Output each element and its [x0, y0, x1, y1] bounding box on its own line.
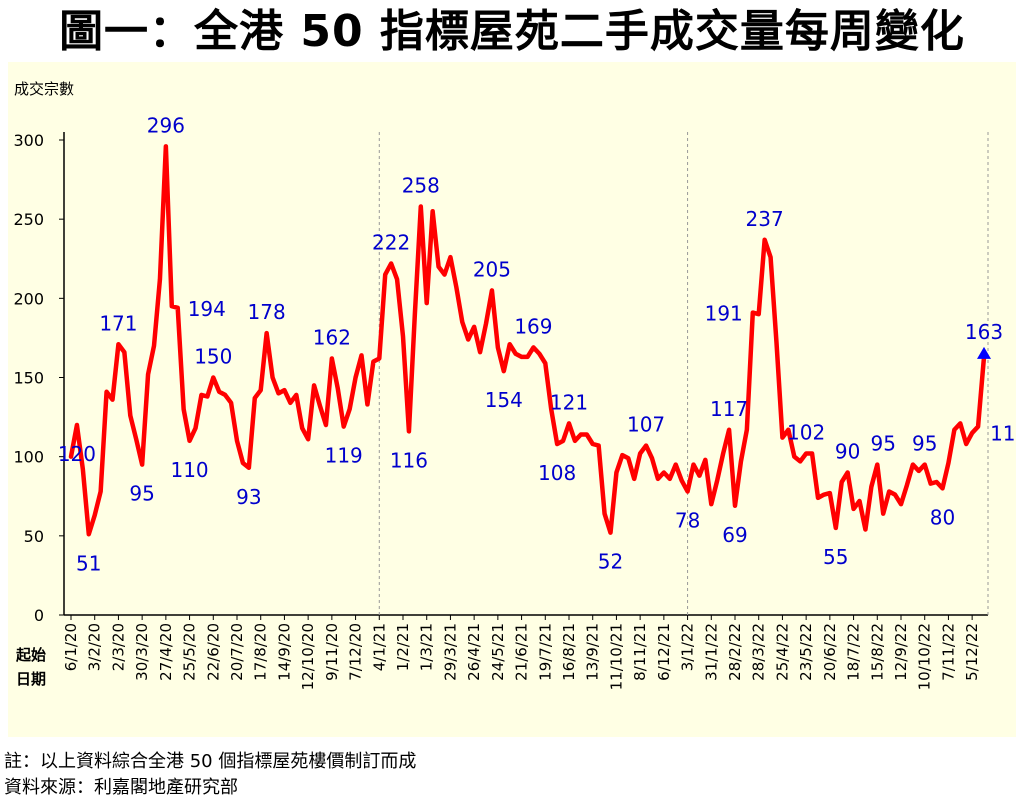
data-label: 119	[990, 422, 1016, 446]
data-label: 171	[99, 311, 137, 335]
x-tick-label: 17/8/20	[252, 623, 270, 681]
data-label: 237	[746, 207, 784, 231]
y-tick-label: 100	[13, 448, 44, 467]
x-tick-label: 19/7/21	[536, 623, 554, 681]
y-ticks: 0 50 100 150 200 250 300	[13, 131, 64, 625]
data-label: 93	[236, 485, 261, 509]
x-tick-label: 1/3/21	[418, 623, 436, 671]
x-tick-label: 3/1/22	[679, 623, 697, 671]
x-tick-label: 7/11/22	[939, 623, 957, 681]
data-label: 205	[473, 257, 511, 281]
x-tick-label: 21/6/21	[513, 623, 531, 681]
data-label: 178	[248, 300, 286, 324]
data-label: 102	[787, 421, 825, 445]
x-tick-label: 2/3/20	[109, 623, 127, 671]
data-label: 69	[722, 523, 747, 547]
data-label: 258	[402, 174, 440, 198]
series-path	[68, 144, 987, 537]
x-tick-label: 20/6/22	[821, 623, 839, 681]
line-chart: 成交宗數 起始 日期 0 50 100 150 200 250 300 6/1/20 3/2/…	[13, 80, 1016, 690]
x-tick-label: 20/7/20	[228, 623, 246, 681]
data-label: 194	[188, 297, 226, 321]
data-label: 154	[485, 388, 523, 412]
y-tick-label: 250	[13, 210, 44, 229]
x-tick-label: 6/1/20	[62, 623, 80, 671]
y-tick-label: 200	[13, 289, 44, 308]
data-label: 95	[870, 432, 895, 456]
x-tick-label: 5/12/22	[963, 623, 981, 681]
data-label: 169	[514, 314, 552, 338]
data-label: 296	[147, 113, 185, 137]
y-tick-label: 300	[13, 131, 44, 150]
data-label: 95	[912, 432, 937, 456]
x-tick-label: 8/11/21	[631, 623, 649, 681]
x-tick-label: 13/9/21	[584, 623, 602, 681]
x-tick-label: 6/12/21	[655, 623, 673, 681]
x-axis-label: 起始 日期	[15, 646, 46, 688]
data-label: 121	[550, 390, 588, 414]
x-axis-label-line1: 起始	[15, 646, 46, 664]
x-tick-label: 7/12/20	[347, 623, 365, 681]
footnote: 註：以上資料綜合全港 50 個指標屋苑樓價制訂而成	[4, 751, 417, 772]
x-tick-label: 1/2/21	[394, 623, 412, 671]
x-tick-label: 23/5/22	[797, 623, 815, 681]
y-axis-label: 成交宗數	[14, 80, 74, 98]
data-labels: 120 51 171 95 296 194 110 150 93 178 162 119 222 116 2…	[58, 113, 1016, 575]
last-point-marker	[977, 346, 991, 359]
data-label: 51	[76, 551, 101, 575]
data-label: 162	[313, 326, 351, 350]
data-label: 110	[170, 458, 208, 482]
data-label: 90	[835, 440, 860, 464]
data-label: 52	[598, 550, 623, 574]
x-tick-label: 16/8/21	[560, 623, 578, 681]
x-tick-label: 18/7/22	[845, 623, 863, 681]
x-tick-label: 28/3/22	[750, 623, 768, 681]
x-tick-label: 29/3/21	[441, 623, 459, 681]
data-label: 222	[372, 231, 410, 255]
x-tick-label: 15/8/22	[868, 623, 886, 681]
x-tick-label: 24/5/21	[489, 623, 507, 681]
data-label: 150	[194, 345, 232, 369]
x-tick-label: 26/4/21	[465, 623, 483, 681]
x-ticks: 6/1/20 3/2/20 2/3/20 30/3/20 27/4/20 25/5/20 2…	[62, 615, 981, 690]
y-tick-label: 50	[24, 527, 44, 546]
chart-panel	[8, 62, 1016, 737]
x-tick-label: 3/2/20	[86, 623, 104, 671]
data-label: 191	[705, 302, 743, 326]
x-tick-label: 28/2/22	[726, 623, 744, 681]
x-tick-label: 10/10/22	[916, 623, 934, 690]
series-line	[68, 144, 991, 537]
data-label: 107	[627, 413, 665, 437]
x-tick-label: 22/6/20	[204, 623, 222, 681]
x-axis-label-line2: 日期	[16, 670, 46, 688]
x-tick-label: 9/11/20	[323, 623, 341, 681]
x-tick-label: 12/9/22	[892, 623, 910, 681]
x-tick-label: 14/9/20	[275, 623, 293, 681]
data-label: 80	[930, 505, 955, 529]
data-label: 55	[823, 545, 848, 569]
data-label: 119	[325, 444, 363, 468]
x-tick-label: 31/1/22	[702, 623, 720, 681]
x-tick-label: 11/10/21	[607, 623, 625, 690]
source-note: 資料來源：利嘉閣地產研究部	[4, 777, 238, 798]
data-label: 116	[390, 448, 428, 472]
data-label: 78	[675, 509, 700, 533]
x-tick-label: 27/4/20	[157, 623, 175, 681]
data-label: 120	[58, 442, 96, 466]
chart-title: 圖一：全港 50 指標屋苑二手成交量每周變化	[59, 6, 965, 57]
axes	[63, 132, 989, 616]
x-tick-label: 25/5/20	[181, 623, 199, 681]
x-tick-label: 12/10/20	[299, 623, 317, 690]
data-label: 95	[129, 482, 154, 506]
x-tick-label: 30/3/20	[133, 623, 151, 681]
data-label: 163	[965, 320, 1003, 344]
data-label: 108	[538, 461, 576, 485]
x-tick-label: 4/1/21	[370, 623, 388, 671]
y-tick-label: 0	[34, 606, 44, 625]
data-label: 117	[710, 397, 748, 421]
y-tick-label: 150	[13, 369, 44, 388]
x-tick-label: 25/4/22	[773, 623, 791, 681]
